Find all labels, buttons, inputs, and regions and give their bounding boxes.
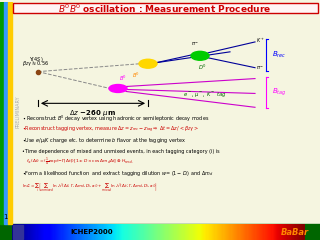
Text: $\pi^-$: $\pi^-$ bbox=[191, 40, 199, 48]
Text: $B_{tag}$: $B_{tag}$ bbox=[272, 87, 287, 98]
Text: $D^0$: $D^0$ bbox=[198, 63, 206, 72]
Text: $B^0$: $B^0$ bbox=[132, 71, 140, 80]
Text: •Use $e/\mu/K$ charge etc. to determine $b$ flavor at the tagging vertex: •Use $e/\mu/K$ charge etc. to determine … bbox=[22, 137, 186, 145]
Text: •Form a likelihood function  and extract tagging dilution $w = (1-D_i)$ and $\De: •Form a likelihood function and extract … bbox=[22, 169, 213, 178]
Bar bbox=[0, 224, 320, 240]
Text: ICHEP2000: ICHEP2000 bbox=[70, 229, 113, 235]
FancyBboxPatch shape bbox=[13, 3, 318, 13]
Text: $B^0$: $B^0$ bbox=[119, 73, 127, 83]
Bar bbox=[0, 2, 4, 224]
Bar bbox=[4, 2, 8, 224]
Text: •Time dependence of mixed and unmixed events, in each tagging category (i) is: •Time dependence of mixed and unmixed ev… bbox=[22, 149, 220, 154]
Text: $\Upsilon(4S)$: $\Upsilon(4S)$ bbox=[29, 55, 43, 64]
Text: •Reconstruct tagging vertex, measure $\Delta z = z_{rec}-z_{tag}\Rightarrow$ $\D: •Reconstruct tagging vertex, measure $\D… bbox=[22, 125, 199, 135]
Bar bbox=[8, 2, 12, 224]
Text: $B^0\overline{B}^0$ oscillation : Measurement Procedure: $B^0\overline{B}^0$ oscillation : Measur… bbox=[58, 1, 272, 15]
Text: 1: 1 bbox=[3, 214, 7, 220]
Ellipse shape bbox=[191, 51, 209, 60]
Text: $\pi^-$: $\pi^-$ bbox=[256, 65, 264, 72]
Text: $\ln\mathcal{L} = \sum_i\left[\sum_{unmixed}\ln\mathcal{N}_i(\Delta t;\Gamma,\De: $\ln\mathcal{L} = \sum_i\left[\sum_{unmi… bbox=[22, 180, 158, 192]
Bar bbox=[13, 225, 23, 239]
Text: • Reconstruct $B^0$ decay vertex using hadronic or semileptonic decay modes: • Reconstruct $B^0$ decay vertex using h… bbox=[22, 114, 209, 124]
Text: $\Delta z$ ~260 $\mu$m: $\Delta z$ ~260 $\mu$m bbox=[69, 108, 116, 118]
Text: $B_{rec}$: $B_{rec}$ bbox=[272, 50, 286, 60]
Text: BaBar: BaBar bbox=[281, 228, 309, 237]
Ellipse shape bbox=[109, 84, 127, 92]
Ellipse shape bbox=[139, 59, 157, 68]
Text: PRELIMINARY: PRELIMINARY bbox=[15, 95, 20, 128]
Text: $\beta_Z\gamma \approx 0.56$: $\beta_Z\gamma \approx 0.56$ bbox=[22, 59, 50, 68]
Text: $K^+$: $K^+$ bbox=[256, 36, 265, 45]
Text: $f_{\pm}(\Delta t) = (\frac{1}{4}\exp(-\Gamma|\Delta t|)[1 \pm D \times \cos\Del: $f_{\pm}(\Delta t) = (\frac{1}{4}\exp(-\… bbox=[22, 157, 134, 168]
Text: $e^-$, $\mu^-$, $K^-$ tag: $e^-$, $\mu^-$, $K^-$ tag bbox=[183, 90, 227, 99]
